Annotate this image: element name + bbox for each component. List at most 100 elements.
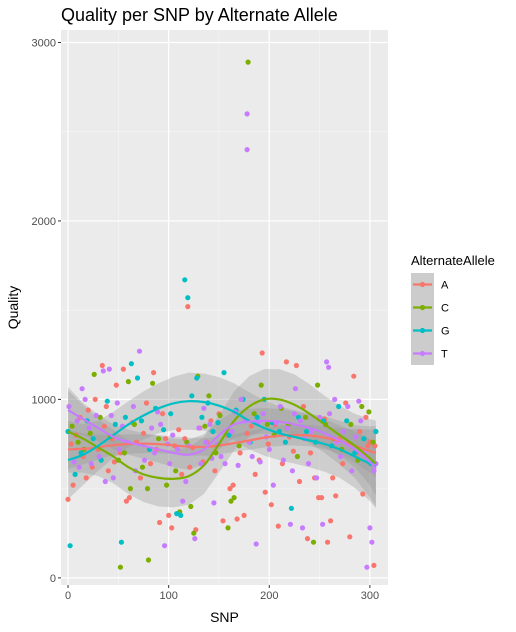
point-t xyxy=(353,434,359,440)
y-tick-label: 3000 xyxy=(32,37,56,49)
point-a xyxy=(252,471,258,477)
x-tick-label: 300 xyxy=(361,590,379,602)
point-a xyxy=(351,373,357,379)
point-t xyxy=(244,111,250,117)
point-t xyxy=(86,425,92,431)
point-g xyxy=(194,375,200,381)
point-t xyxy=(102,478,108,485)
point-t xyxy=(93,412,99,419)
point-a xyxy=(230,482,236,488)
point-c xyxy=(156,436,162,442)
point-a xyxy=(363,414,369,420)
x-axis-title: SNP xyxy=(210,609,239,625)
smooth-line-g xyxy=(67,400,377,469)
point-t xyxy=(108,412,114,419)
point-a xyxy=(330,475,336,481)
point-t xyxy=(364,564,370,570)
confidence-band-g xyxy=(68,372,376,509)
point-t xyxy=(244,147,250,153)
point-t xyxy=(280,457,286,463)
point-g xyxy=(67,543,73,549)
legend-label-g: G xyxy=(441,326,450,338)
point-a xyxy=(101,423,107,429)
point-a xyxy=(137,475,144,481)
point-g xyxy=(168,411,174,417)
point-a xyxy=(296,478,303,485)
point-t xyxy=(292,386,298,392)
point-t xyxy=(100,368,106,374)
point-a xyxy=(113,382,119,388)
point-t xyxy=(79,386,85,392)
x-tick-label: 200 xyxy=(260,590,278,602)
point-t xyxy=(114,400,120,406)
x-axis-ticks: 0 100 200 300 xyxy=(65,585,379,602)
point-t xyxy=(320,521,326,527)
point-g xyxy=(122,414,128,420)
point-t xyxy=(149,425,155,431)
point-t xyxy=(257,459,263,465)
point-a xyxy=(105,468,111,474)
point-t xyxy=(167,461,173,467)
point-t xyxy=(196,425,202,431)
point-a xyxy=(212,468,218,474)
point-t xyxy=(198,461,204,467)
point-g xyxy=(182,277,188,283)
point-t xyxy=(218,453,224,460)
point-a xyxy=(283,359,289,365)
point-t xyxy=(155,409,161,415)
point-a xyxy=(176,427,182,433)
point-a xyxy=(237,450,243,456)
point-a xyxy=(160,411,166,417)
point-g xyxy=(303,428,310,435)
point-g xyxy=(282,439,288,445)
point-a xyxy=(371,562,377,569)
x-tick-label: 0 xyxy=(65,590,71,602)
point-a xyxy=(227,486,233,492)
point-c xyxy=(231,495,237,501)
point-t xyxy=(356,398,362,404)
point-t xyxy=(88,461,94,467)
point-c xyxy=(144,486,151,492)
y-tick-label: 2000 xyxy=(32,216,56,228)
point-a xyxy=(333,493,339,499)
point-t xyxy=(106,366,112,372)
point-g xyxy=(215,420,221,426)
smooth-line-a xyxy=(67,433,377,454)
point-a xyxy=(234,516,240,522)
point-t xyxy=(324,359,330,365)
point-t xyxy=(314,475,320,481)
point-t xyxy=(158,421,164,427)
grid-major xyxy=(61,30,388,585)
point-t xyxy=(305,461,312,467)
point-c xyxy=(359,403,365,410)
point-c xyxy=(75,439,81,445)
point-a xyxy=(140,430,147,436)
legend-label-c: C xyxy=(441,303,449,315)
point-c xyxy=(370,439,376,445)
point-a xyxy=(123,498,129,504)
point-a xyxy=(163,436,169,442)
point-t xyxy=(297,418,304,424)
point-c xyxy=(251,411,257,417)
point-g xyxy=(118,539,124,545)
point-t xyxy=(170,432,176,438)
point-a xyxy=(262,489,268,495)
point-g xyxy=(72,471,78,477)
point-a xyxy=(248,423,254,429)
point-t xyxy=(222,461,228,467)
point-t xyxy=(192,536,198,542)
point-t xyxy=(253,541,259,547)
point-c xyxy=(366,409,372,415)
point-a xyxy=(244,430,250,436)
point-c xyxy=(191,530,197,536)
legend-key-point xyxy=(419,281,426,288)
point-t xyxy=(369,539,375,545)
point-g xyxy=(134,375,141,381)
legend-key-point xyxy=(419,350,426,357)
point-a xyxy=(83,475,89,481)
point-t xyxy=(211,500,217,506)
point-t xyxy=(162,543,168,549)
point-t xyxy=(152,450,158,456)
point-g xyxy=(185,295,191,301)
